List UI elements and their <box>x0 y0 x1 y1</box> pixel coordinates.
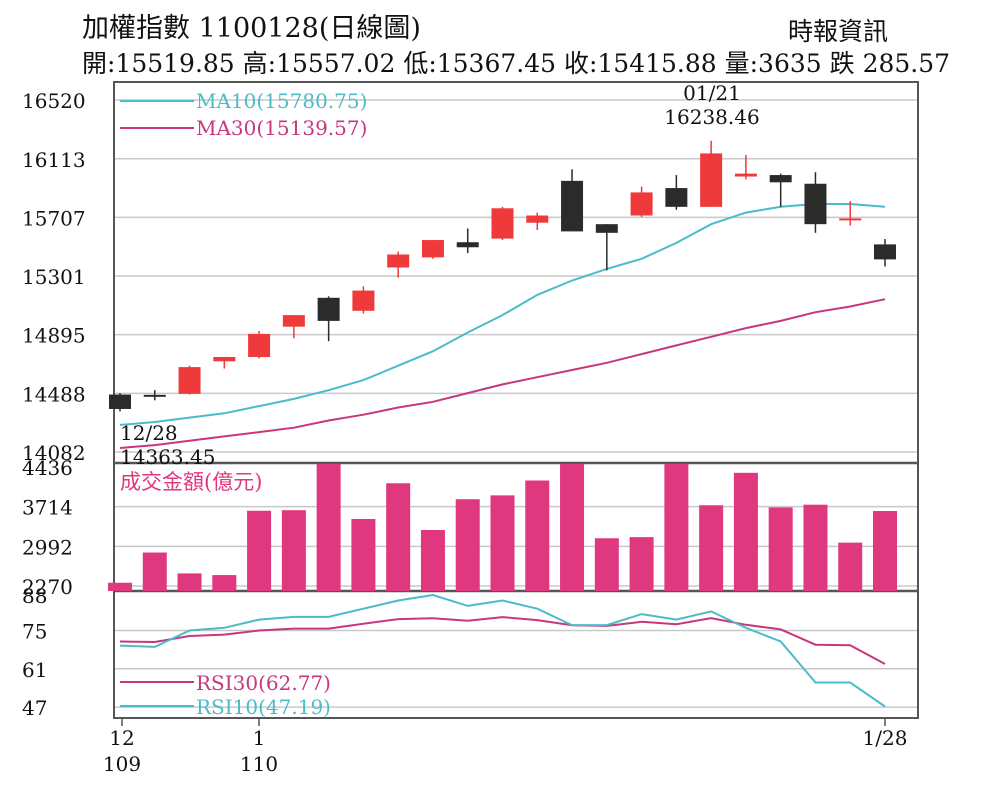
rsi-tick-label: 75 <box>22 620 47 644</box>
ohlc-stats: 開:15519.85 高:15557.02 低:15367.45 收:15415… <box>82 49 951 78</box>
volume-bar <box>699 505 724 591</box>
x-tick-sublabel: 109 <box>103 752 141 776</box>
rsi30-legend-label: RSI30(62.77) <box>196 671 331 695</box>
rsi-tick-label: 47 <box>22 696 47 720</box>
volume-tick-label: 3714 <box>22 496 73 520</box>
volume-bar <box>455 499 480 591</box>
candle-body <box>387 254 410 268</box>
price-tick-label: 14488 <box>22 382 86 406</box>
candle-body <box>839 218 862 221</box>
rsi-tick-label: 61 <box>22 658 47 682</box>
high-date-label: 01/21 <box>683 81 741 105</box>
volume-bar <box>838 542 863 591</box>
ma30-legend-label: MA30(15139.57) <box>196 116 367 140</box>
volume-bar <box>768 507 793 591</box>
volume-bar <box>664 464 689 591</box>
volume-bar <box>594 538 619 591</box>
candle-body <box>595 224 618 233</box>
volume-bar <box>177 573 202 591</box>
candle-body <box>630 192 653 216</box>
candle-body <box>317 297 340 321</box>
price-tick-label: 15301 <box>22 265 86 289</box>
candle-body <box>456 242 479 248</box>
rsi10-legend-label: RSI10(47.19) <box>196 695 331 719</box>
ma10-line <box>119 203 886 426</box>
rsi30-line <box>119 616 886 665</box>
volume-bar <box>733 472 758 591</box>
chart-title: 加權指數 1100128(日線圖) <box>82 13 421 44</box>
volume-bar <box>560 464 585 591</box>
volume-bar <box>247 510 272 591</box>
volume-bar <box>316 464 341 591</box>
candle-body <box>491 208 514 239</box>
volume-bar <box>212 575 237 591</box>
candle-body <box>700 153 723 207</box>
price-tick-label: 16520 <box>22 89 86 113</box>
candle-body <box>734 173 757 177</box>
rsi-tick-label: 88 <box>22 584 47 608</box>
candle-body <box>109 394 131 409</box>
volume-bar <box>490 495 515 591</box>
x-tick-sublabel: 110 <box>240 752 278 776</box>
candle-body <box>769 175 792 183</box>
volume-bar <box>386 483 411 591</box>
volume-bar <box>108 582 132 591</box>
price-tick-label: 14082 <box>22 441 86 465</box>
candle-body <box>874 244 896 260</box>
volume-bar <box>525 480 550 591</box>
candle-body <box>526 215 549 223</box>
volume-title: 成交金額(億元) <box>120 470 262 494</box>
rsi10-line <box>119 593 886 708</box>
x-tick-label: 1 <box>253 726 266 750</box>
volume-bar <box>873 511 897 591</box>
price-tick-label: 16113 <box>22 148 86 172</box>
candle-body <box>213 356 236 362</box>
candle-body <box>178 367 201 394</box>
candle-body <box>352 290 375 311</box>
candle-body <box>421 240 444 258</box>
volume-bar <box>281 510 306 591</box>
candle-body <box>282 315 305 327</box>
ma10-legend-label: MA10(15780.75) <box>196 89 367 113</box>
volume-bar <box>351 518 376 591</box>
x-tick-label: 12 <box>109 726 134 750</box>
candle-body <box>804 183 827 225</box>
volume-bar <box>803 504 828 591</box>
source-label: 時報資訊 <box>788 17 889 46</box>
low-date-label: 12/28 <box>120 421 178 445</box>
volume-tick-label: 4436 <box>22 456 73 480</box>
candle-body <box>248 333 271 357</box>
volume-bar <box>142 552 167 591</box>
chart-frame <box>113 81 919 719</box>
candle-body <box>665 188 688 207</box>
volume-bar <box>420 529 445 591</box>
x-tick-label: 1/28 <box>863 726 908 750</box>
volume-bar <box>629 537 654 591</box>
volume-tick-label: 2992 <box>22 535 73 559</box>
candle-body <box>561 180 584 232</box>
low-value-label: 14363.45 <box>120 445 215 469</box>
price-tick-label: 14895 <box>22 324 86 348</box>
volume-tick-label: 2270 <box>22 575 73 599</box>
high-value-label: 16238.46 <box>664 105 759 129</box>
ma30-line <box>119 298 886 449</box>
candle-body <box>143 394 166 397</box>
price-tick-label: 15707 <box>22 206 86 230</box>
